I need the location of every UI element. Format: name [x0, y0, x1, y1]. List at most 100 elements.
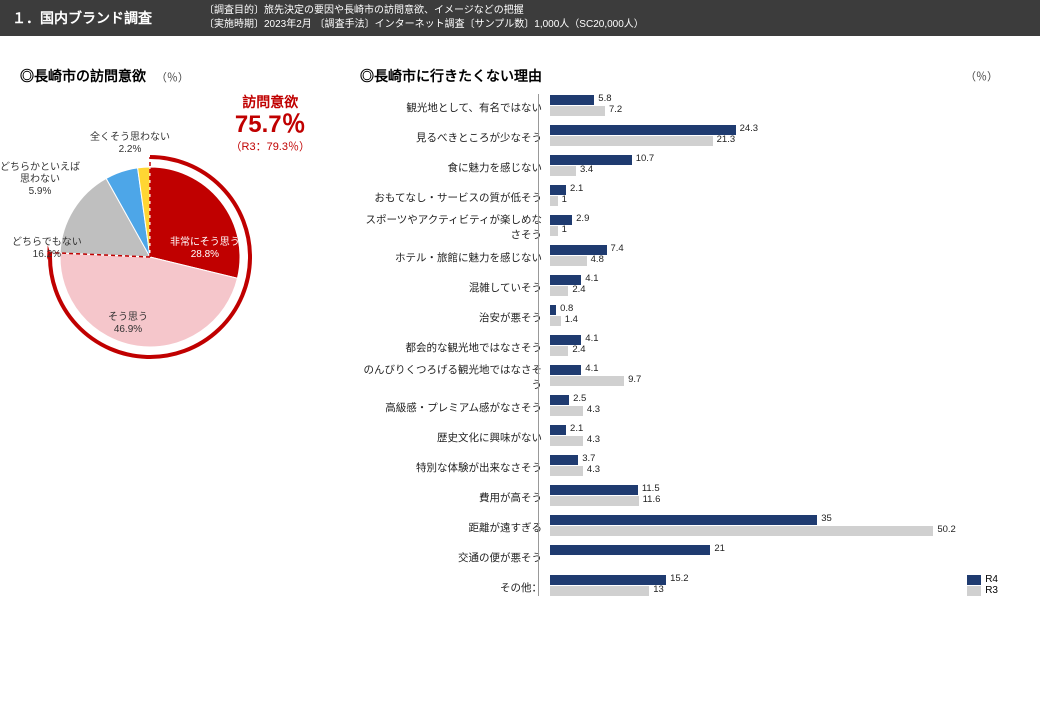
bar-category-label: 高級感・プレミアム感がなさそう — [360, 400, 550, 415]
bar-category-label: 都会的な観光地ではなさそう — [360, 340, 550, 355]
content: ◎長崎市の訪問意欲 （％） 訪問意欲 75.7％ （R3：79.3％） 非常にそ… — [0, 36, 1040, 612]
pie-headline: 訪問意欲 75.7％ （R3：79.3％） — [231, 92, 310, 154]
bar-value-r3: 4.3 — [587, 464, 600, 475]
bar-track: 4.1 9.7 — [550, 364, 1020, 390]
bar-value-r4: 21 — [714, 543, 725, 554]
bars-title-text: ◎長崎市に行きたくない理由 — [360, 68, 542, 84]
bar-value-r4: 2.1 — [570, 183, 583, 194]
bar-value-r4: 2.5 — [573, 393, 586, 404]
bar-value-r4: 35 — [821, 513, 832, 524]
bar-value-r4: 0.8 — [560, 303, 573, 314]
bar-value-r3: 9.7 — [628, 374, 641, 385]
bar-r4 — [550, 395, 569, 405]
bar-category-label: 観光地として、有名ではない — [360, 100, 550, 115]
bar-value-r4: 15.2 — [670, 573, 689, 584]
bar-row: その他：15.213 — [360, 572, 1020, 602]
legend-r3-label: R3 — [985, 585, 998, 596]
bar-value-r3: 50.2 — [937, 524, 956, 535]
bar-r4 — [550, 125, 736, 135]
header-title: １．国内ブランド調査 — [0, 8, 164, 28]
bar-track: 4.12.4 — [550, 334, 1020, 360]
bar-r3 — [550, 166, 576, 176]
header-meta-1: 〔調査目的〕旅先決定の要因や長崎市の訪問意欲、イメージなどの把握 — [204, 4, 644, 18]
header-meta: 〔調査目的〕旅先決定の要因や長崎市の訪問意欲、イメージなどの把握 〔実施時期〕2… — [164, 4, 644, 32]
bar-track: 2.91 — [550, 214, 1020, 240]
bar-value-r3: 3.4 — [580, 164, 593, 175]
bar-value-r3: 4.3 — [587, 434, 600, 445]
bar-category-label: 治安が悪そう — [360, 310, 550, 325]
bar-track: 24.321.3 — [550, 124, 1020, 150]
bar-track: 10.73.4 — [550, 154, 1020, 180]
bar-r4 — [550, 305, 556, 315]
pie-slice-label: どちらかといえば思わない5.9% — [0, 162, 80, 198]
bar-row: 見るべきところが少なそう24.321.3 — [360, 122, 1020, 152]
bar-value-r4: 24.3 — [740, 123, 759, 134]
legend-r3: R3 — [967, 585, 998, 596]
bar-r3 — [550, 406, 583, 416]
bar-track: 0.81.4 — [550, 304, 1020, 330]
bar-value-r3: 2.4 — [572, 284, 585, 295]
bar-category-label: スポーツやアクティビティが楽しめなさそう — [360, 212, 550, 242]
bars-y-axis — [538, 94, 539, 596]
bar-row: おもてなし・サービスの質が低そう2.11 — [360, 182, 1020, 212]
bar-track: 5.87.2 — [550, 94, 1020, 120]
bar-category-label: 混雑していそう — [360, 280, 550, 295]
bar-r3 — [550, 196, 558, 206]
bar-track: 4.12.4 — [550, 274, 1020, 300]
pie-slice-label: 全くそう思わない2.2% — [90, 132, 170, 156]
bar-row: 歴史文化に興味がない2.14.3 — [360, 422, 1020, 452]
bar-track: 2.14.3 — [550, 424, 1020, 450]
bar-r3 — [550, 316, 561, 326]
bar-track: 3.74.3 — [550, 454, 1020, 480]
bar-row: 交通の便が悪そう 21 — [360, 542, 1020, 572]
bar-track: 7.4 4.8 — [550, 244, 1020, 270]
pie-slice-label: どちらでもない16.2% — [12, 237, 82, 261]
pie-headline-label: 訪問意欲 — [231, 92, 310, 112]
bar-category-label: 見るべきところが少なそう — [360, 130, 550, 145]
bar-value-r3: 4.8 — [591, 254, 604, 265]
bar-value-r3: 2.4 — [572, 344, 585, 355]
bar-value-r3: 1 — [562, 224, 567, 235]
bar-value-r3: 11.6 — [643, 494, 661, 505]
bar-category-label: 交通の便が悪そう — [360, 550, 550, 565]
bar-track: 2.54.3 — [550, 394, 1020, 420]
bar-value-r4: 2.9 — [576, 213, 589, 224]
bar-track: 2.11 — [550, 184, 1020, 210]
bars-container: 観光地として、有名ではない5.87.2見るべきところが少なそう24.321.3食… — [360, 92, 1020, 602]
bar-category-label: ホテル・旅館に魅力を感じない — [360, 250, 550, 265]
bar-r4 — [550, 515, 817, 525]
bar-row: のんびりくつろげる観光地ではなさそう4.19.7 — [360, 362, 1020, 392]
legend-swatch-r4 — [967, 575, 981, 585]
bar-category-label: 特別な体験が出来なさそう — [360, 460, 550, 475]
legend-swatch-r3 — [967, 586, 981, 596]
bar-r3 — [550, 466, 583, 476]
bar-category-label: 費用が高そう — [360, 490, 550, 505]
bar-r4 — [550, 485, 638, 495]
pie-slice-label: 非常にそう思う28.8% — [170, 237, 240, 261]
bar-row: 食に魅力を感じない10.73.4 — [360, 152, 1020, 182]
pie-title: ◎長崎市の訪問意欲 （％） — [20, 66, 340, 86]
legend-r4: R4 — [967, 574, 998, 585]
page-header: １．国内ブランド調査 〔調査目的〕旅先決定の要因や長崎市の訪問意欲、イメージなど… — [0, 0, 1040, 36]
bar-r3 — [550, 526, 933, 536]
bar-r3 — [550, 586, 649, 596]
bar-r3 — [550, 496, 639, 506]
bar-r3 — [550, 376, 624, 386]
bars-title: ◎長崎市に行きたくない理由 — [360, 66, 1020, 86]
bar-value-r3: 7.2 — [609, 104, 622, 115]
bar-r3 — [550, 136, 713, 146]
pie-slice-label: そう思う46.9% — [108, 312, 148, 336]
bar-track: 15.213 — [550, 574, 1020, 600]
bar-r4 — [550, 455, 578, 465]
bar-value-r4: 7.4 — [611, 243, 624, 254]
bar-r4 — [550, 575, 666, 585]
bar-value-r4: 4.1 — [585, 363, 598, 374]
bar-row: 都会的な観光地ではなさそう4.12.4 — [360, 332, 1020, 362]
bars-unit: （％） — [965, 68, 998, 84]
bar-value-r3: 4.3 — [587, 404, 600, 415]
bar-r4 — [550, 425, 566, 435]
bar-category-label: 距離が遠すぎる — [360, 520, 550, 535]
bar-row: 費用が高そう11.511.6 — [360, 482, 1020, 512]
bar-row: 観光地として、有名ではない5.87.2 — [360, 92, 1020, 122]
bar-value-r4: 3.7 — [582, 453, 595, 464]
